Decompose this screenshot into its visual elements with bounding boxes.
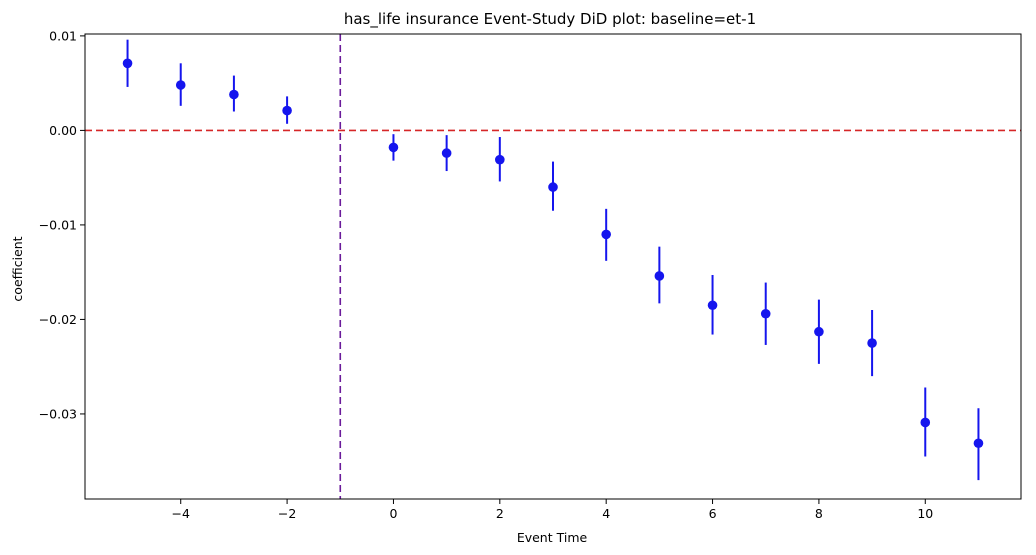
data-point	[441, 148, 452, 158]
x-tick-label: 8	[815, 506, 823, 521]
chart-title: has_life insurance Event-Study DiD plot:…	[344, 10, 756, 29]
plot-area: −4 −2 0 2 4 6 8 10 0.01 0.00 −0.01 −0.02 −0.03	[39, 28, 1022, 521]
data-point	[601, 229, 611, 240]
data-point	[973, 438, 984, 449]
y-tick-label: −0.02	[39, 312, 77, 327]
x-tick-label: 4	[602, 506, 610, 521]
plot-frame	[84, 33, 1022, 500]
data-point	[654, 271, 665, 281]
x-tick-label: 2	[496, 506, 504, 521]
y-tick-label: 0.01	[49, 28, 77, 43]
data-point	[814, 326, 824, 337]
data-point	[388, 142, 399, 153]
y-tick-label: −0.03	[39, 406, 77, 421]
data-point	[122, 58, 133, 69]
y-tick-label: 0.00	[49, 123, 77, 138]
data-point	[495, 154, 505, 165]
data-point	[548, 182, 558, 192]
data-point	[282, 105, 292, 116]
x-tick-label: −2	[278, 506, 296, 521]
data-point	[229, 89, 239, 100]
data-point	[920, 417, 931, 428]
x-axis-label: Event Time	[517, 530, 588, 545]
x-tick-label: 0	[389, 506, 397, 521]
data-point	[760, 308, 771, 319]
x-tick-label: 6	[709, 506, 717, 521]
data-point	[867, 338, 877, 348]
data-point	[175, 80, 186, 90]
x-tick-label: 10	[917, 506, 933, 521]
x-tick-label: −4	[172, 506, 190, 521]
y-tick-label: −0.01	[39, 217, 77, 232]
y-axis-label: coefficient	[10, 236, 25, 301]
data-point	[707, 300, 718, 311]
